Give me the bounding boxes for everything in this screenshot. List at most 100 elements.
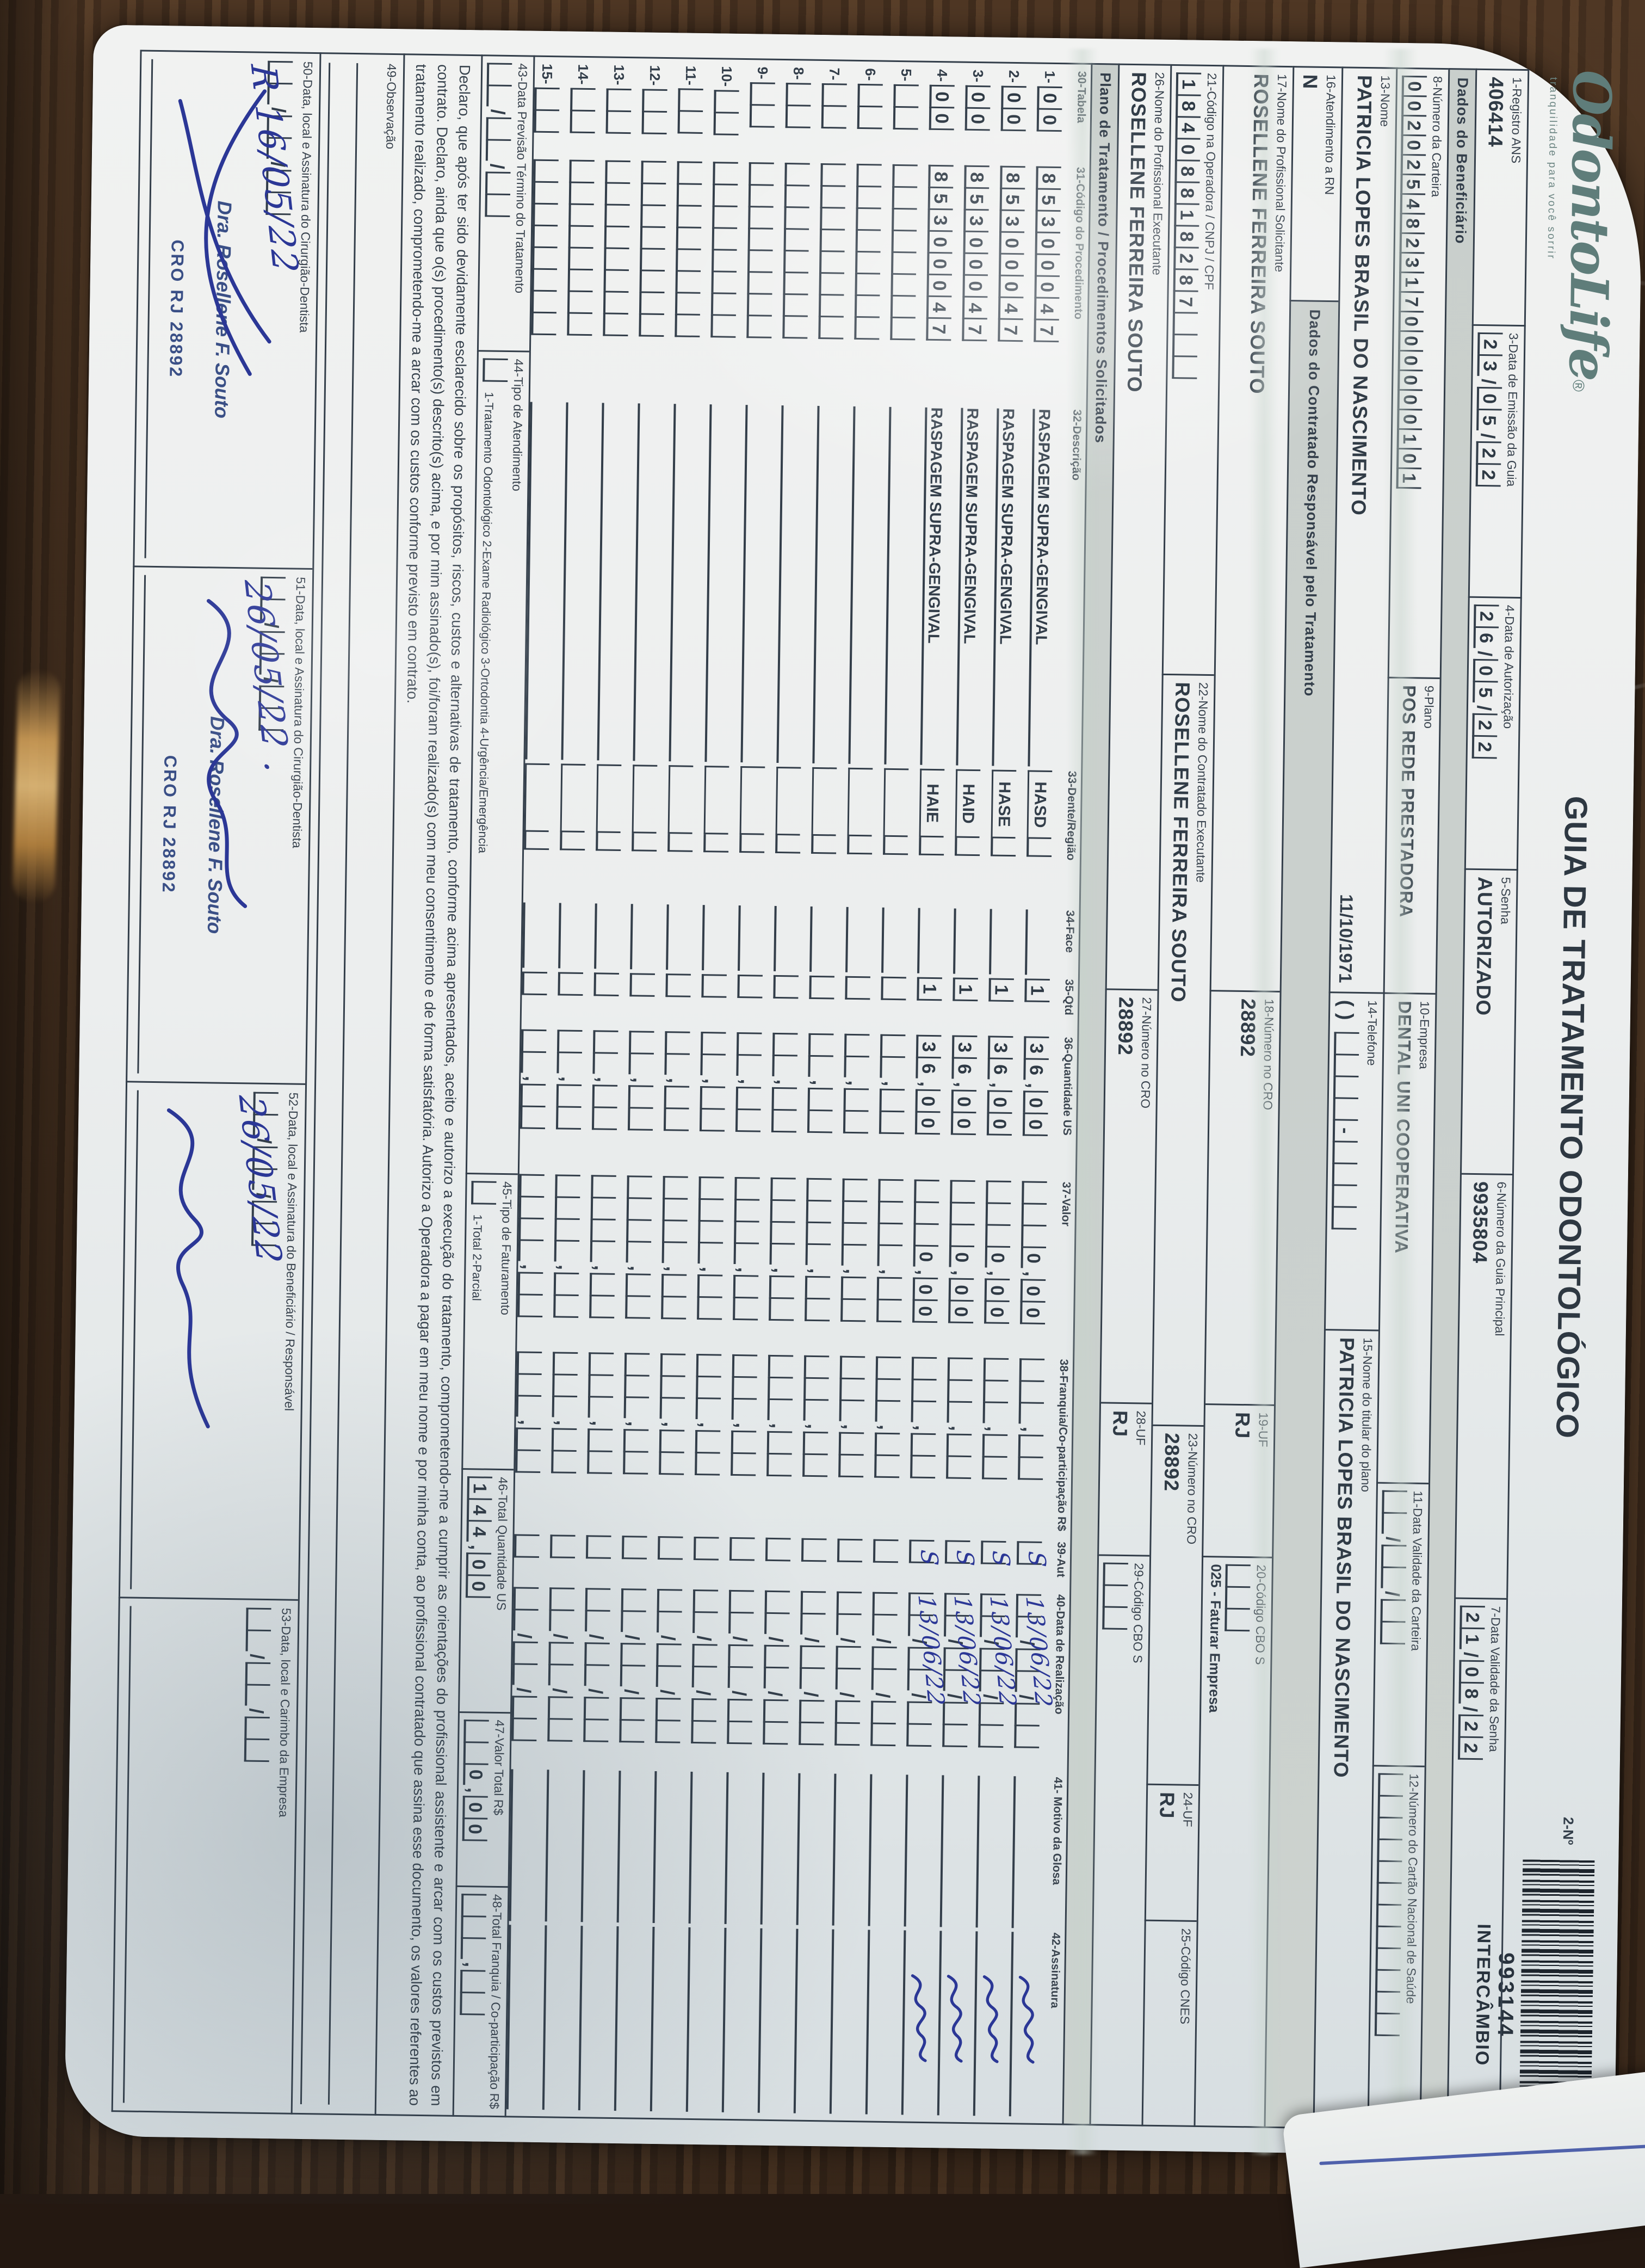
field-value: 23/05/22	[1475, 332, 1503, 487]
cell-tabela: 7-	[821, 67, 850, 160]
cell-descricao	[525, 402, 558, 760]
phone-parens: ( )	[1334, 1000, 1358, 1021]
cell-descricao	[812, 405, 845, 764]
cell-quantidade-us: 36,00	[986, 1036, 1017, 1178]
signature-rule	[137, 575, 146, 1074]
col-header-aut: 39-Aut	[1054, 1542, 1068, 1577]
cell-qtd	[558, 972, 586, 1026]
cell-face	[594, 903, 622, 969]
row-number: 6-	[862, 68, 879, 81]
field-label: 3-Data de Emissão da Guia	[1504, 332, 1521, 487]
handwritten-aut: S	[951, 1549, 980, 1568]
row-number: 9-	[754, 66, 771, 79]
field-nome-contratado-executante: 22-Nome do Contratado Executante ROSELLE…	[1151, 673, 1214, 1426]
field-label: 23-Número no CRO	[1184, 1433, 1201, 1545]
cell-descricao: RASPAGEM SUPRA-GENGIVAL	[992, 408, 1024, 767]
field-value	[471, 1181, 497, 1205]
procedure-row: 4- 00 85300047 RASPAGEM SUPRA-GENGIVAL HA…	[901, 68, 966, 2117]
row-number: 11-	[682, 65, 700, 85]
cell-face	[558, 903, 586, 969]
cell-tabela: 6-	[857, 68, 886, 161]
col-header-motivo-glosa: 41- Motivo da Glosa	[1050, 1777, 1065, 1885]
fold-crease	[1384, 49, 1417, 2155]
cell-qtd	[737, 974, 766, 1029]
cell-motivo-glosa	[1011, 1776, 1041, 1929]
procedure-signature	[982, 1975, 999, 2063]
wood-reflection-streak	[12, 669, 61, 904]
cell-tabela: 8-	[785, 67, 814, 159]
cell-quantidade-us: ,	[771, 1033, 801, 1174]
field-label: 25-Código CNES	[1178, 1928, 1193, 2025]
field-label: 51-Data, local e Assinatura do Cirurgião…	[290, 577, 308, 848]
cell-quantidade-us: 36,00	[950, 1035, 981, 1177]
cell-codigo	[710, 162, 741, 401]
row-number: 14-	[574, 64, 592, 85]
field-value: 406414	[1484, 77, 1508, 148]
cell-descricao	[884, 406, 917, 765]
cell-valor: 0,00	[948, 1180, 978, 1354]
gto-form-paper: OdontoLife® tranquilidade para você sorr…	[64, 24, 1644, 2158]
cell-tabela: 13-	[605, 64, 635, 157]
cell-face	[522, 902, 551, 968]
cell-face	[953, 908, 981, 974]
cell-valor: 0,00	[984, 1180, 1014, 1354]
row-number: 2-	[1005, 70, 1023, 83]
cell-descricao	[704, 404, 737, 762]
cell-qtd: 1	[952, 977, 981, 1032]
cell-codigo	[602, 160, 634, 399]
cell-codigo: 85300047	[961, 165, 993, 404]
field-value: RJ	[1155, 1791, 1179, 1819]
handwritten-aut: S	[1023, 1550, 1052, 1569]
row-number: 1-	[1041, 70, 1059, 84]
procedure-signature	[1018, 1976, 1035, 2064]
cell-face	[702, 905, 730, 971]
row-signatures: 50-Data, local e Assinatura do Cirurgião…	[112, 50, 320, 2115]
cell-descricao	[740, 404, 773, 763]
cell-descricao: RASPAGEM SUPRA-GENGIVAL	[956, 408, 988, 766]
field-label: 7-Data Validade da Senha	[1487, 1606, 1503, 1752]
field-label: 9-Plano	[1421, 685, 1437, 729]
cell-dente-regiao	[631, 765, 658, 901]
field-value: AUTORIZADO	[1472, 876, 1496, 1016]
field-value: -	[1331, 1032, 1359, 1230]
field-senha: 5-Senha AUTORIZADO	[1460, 868, 1518, 1174]
field-cnes: 25-Código CNES	[1141, 1919, 1197, 2127]
cell-qtd	[593, 972, 622, 1027]
procedure-signature	[947, 1975, 963, 2063]
field-cbo-profissional: 29-Código CBO S	[1089, 1554, 1150, 2127]
cell-dente-regiao	[559, 763, 586, 900]
cell-quantidade-us: ,	[735, 1032, 765, 1174]
cell-qtd	[522, 971, 551, 1026]
field-data-previsao-termino: 43-Data Previsão Término do Tratamento /…	[477, 54, 534, 351]
cell-qtd	[665, 973, 694, 1028]
cell-qtd: 1	[917, 977, 945, 1031]
cell-qtd	[701, 973, 730, 1028]
cell-codigo	[566, 159, 598, 399]
field-value: 28892	[1114, 996, 1137, 1056]
cell-franquia: ,	[981, 1358, 1012, 1537]
signature-scribble	[167, 1108, 211, 1428]
cell-dente-regiao	[846, 767, 873, 904]
row-number: 4-	[933, 69, 951, 82]
cell-tabela: 9-	[749, 66, 778, 159]
cell-qtd	[629, 973, 658, 1027]
cell-face	[1024, 909, 1053, 975]
cell-codigo	[854, 164, 885, 403]
cell-codigo: 85300047	[1033, 166, 1065, 405]
field-value	[1225, 1564, 1251, 1632]
cell-qtd	[881, 976, 910, 1031]
cell-aut: S	[980, 1540, 1016, 1589]
col-header-assinatura: 42-Assinatura	[1048, 1932, 1062, 2008]
field-value: 26/05/22	[1471, 604, 1499, 759]
cell-face	[630, 904, 658, 970]
cell-dente-regiao	[882, 768, 909, 904]
row-number: 10-	[718, 66, 735, 87]
cell-codigo	[638, 161, 670, 400]
blue-line-on-scrap	[1319, 2144, 1645, 2166]
procedure-row: 1- 00 85300047 RASPAGEM SUPRA-GENGIVAL HA…	[1009, 70, 1074, 2118]
cell-dente-regiao	[811, 767, 837, 903]
cell-tabela: 3- 00	[964, 70, 994, 162]
cell-codigo: 85300047	[925, 165, 957, 404]
cell-assinatura	[973, 1931, 1003, 2116]
cell-face	[774, 906, 802, 972]
